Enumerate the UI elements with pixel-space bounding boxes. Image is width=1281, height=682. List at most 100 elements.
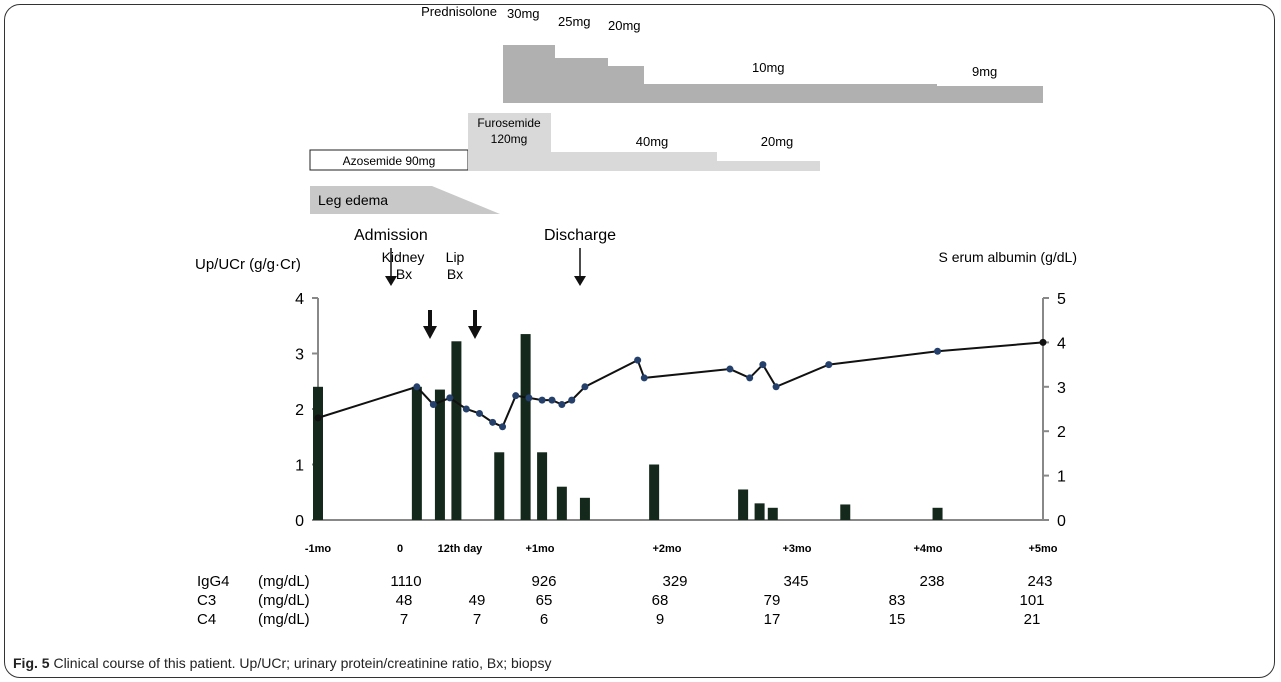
lab-value: 9 <box>656 611 664 628</box>
x-tick-label: +5mo <box>1028 543 1057 555</box>
furosemide-dose-area <box>468 113 820 171</box>
discharge-label: Discharge <box>544 227 616 244</box>
x-tick-label: +2mo <box>652 543 681 555</box>
albumin-point <box>475 409 483 417</box>
right-tick-label: 5 <box>1057 291 1066 308</box>
lab-value: 83 <box>889 592 906 609</box>
albumin-point <box>825 361 833 369</box>
lab-value: 17 <box>764 611 781 628</box>
x-tick-label: +3mo <box>782 543 811 555</box>
furosemide-dose-120: 120mg <box>491 132 528 146</box>
x-tick-label: +1mo <box>525 543 554 555</box>
leg-edema-label: Leg edema <box>318 192 388 208</box>
figure-caption-label: Fig. 5 <box>13 655 50 671</box>
furosemide-label: Furosemide <box>477 116 541 130</box>
albumin-point <box>634 356 642 364</box>
lab-value: 7 <box>400 611 408 628</box>
albumin-point <box>446 394 454 402</box>
albumin-point <box>640 374 648 382</box>
albumin-point <box>499 423 507 431</box>
albumin-point <box>934 347 942 355</box>
lab-value: 15 <box>889 611 906 628</box>
right-tick-label: 3 <box>1057 380 1066 397</box>
right-axis-ticks: 0 1 2 3 4 5 <box>1043 291 1066 530</box>
right-tick-label: 4 <box>1057 335 1066 352</box>
albumin-point <box>581 383 589 391</box>
albumin-point <box>726 365 734 373</box>
lip-bx-label-1: Lip <box>446 249 465 265</box>
right-tick-label: 2 <box>1057 424 1066 441</box>
lab-value: 345 <box>783 573 808 590</box>
discharge-arrowhead <box>574 276 586 286</box>
albumin-point <box>489 418 497 426</box>
x-tick-label: +4mo <box>913 543 942 555</box>
upucr-bar <box>434 389 445 520</box>
lip-bx-arrow <box>468 310 482 339</box>
lab-row-label: C3 <box>197 592 216 609</box>
lab-row-label: C4 <box>197 611 216 628</box>
prednisolone-dose-30: 30mg <box>507 6 540 21</box>
x-axis-ticks: -1mo 0 12th day +1mo +2mo +3mo +4mo +5mo <box>305 543 1058 555</box>
kidney-bx-label-1: Kidney <box>382 249 425 265</box>
upucr-bar <box>754 503 765 520</box>
lab-value: 79 <box>764 592 781 609</box>
prednisolone-dose-20: 20mg <box>608 18 641 33</box>
lab-value: 6 <box>540 611 548 628</box>
figure-caption: Fig. 5 Clinical course of this patient. … <box>13 655 551 671</box>
lab-row-unit: (mg/dL) <box>258 592 310 609</box>
upucr-bar <box>932 507 943 520</box>
albumin-line <box>314 338 1047 431</box>
lab-value: 926 <box>531 573 556 590</box>
albumin-point <box>746 374 754 382</box>
x-tick-label: -1mo <box>305 543 332 555</box>
clinical-course-figure: Prednisolone 30mg 25mg 20mg 10mg 9mg Azo… <box>195 4 1077 628</box>
albumin-point <box>462 405 470 413</box>
azosemide-label: Azosemide 90mg <box>343 154 436 168</box>
right-axis-label: S erum albumin (g/dL) <box>938 249 1077 265</box>
furosemide-dose-40: 40mg <box>636 134 669 149</box>
lab-value: 1110 <box>390 573 421 590</box>
upucr-bar <box>494 452 505 520</box>
lab-value: 49 <box>469 592 486 609</box>
upucr-bar <box>411 386 422 520</box>
prednisolone-label: Prednisolone <box>421 4 497 19</box>
upucr-bar <box>738 489 749 520</box>
upucr-bar <box>649 464 660 520</box>
lab-value: 238 <box>919 573 944 590</box>
upucr-bar <box>579 497 590 520</box>
figure-caption-text: Clinical course of this patient. Up/UCr;… <box>53 655 552 671</box>
admission-arrowhead <box>385 276 397 286</box>
kidney-bx-arrow <box>423 310 437 339</box>
upucr-bar <box>520 334 531 520</box>
prednisolone-dose-10: 10mg <box>752 60 785 75</box>
lab-value: 68 <box>652 592 669 609</box>
left-tick-label: 0 <box>295 513 304 530</box>
albumin-point <box>413 383 421 391</box>
albumin-point <box>759 361 767 369</box>
lab-value: 329 <box>662 573 687 590</box>
left-tick-label: 2 <box>295 402 304 419</box>
admission-label: Admission <box>354 227 428 244</box>
albumin-point <box>314 414 322 422</box>
albumin-point <box>558 401 566 409</box>
albumin-point <box>512 392 520 400</box>
right-tick-label: 1 <box>1057 469 1066 486</box>
albumin-point <box>568 396 576 404</box>
prednisolone-dose-area <box>503 45 1043 103</box>
upucr-bars <box>313 334 943 520</box>
lab-value: 101 <box>1019 592 1044 609</box>
albumin-point <box>1039 338 1047 346</box>
lab-value: 21 <box>1024 611 1041 628</box>
albumin-series-line <box>317 341 1044 429</box>
prednisolone-dose-9: 9mg <box>972 64 997 79</box>
left-axis-label: Up/UCr (g/g·Cr) <box>195 256 301 273</box>
upucr-bar <box>767 507 778 520</box>
upucr-bar <box>313 386 323 520</box>
upucr-bar <box>451 341 462 520</box>
left-tick-label: 4 <box>295 291 304 308</box>
lab-value: 65 <box>536 592 553 609</box>
x-tick-label: 12th day <box>438 543 484 555</box>
figure-frame <box>4 4 1275 678</box>
kidney-bx-label-2: Bx <box>396 266 412 282</box>
lab-value: 243 <box>1027 573 1052 590</box>
